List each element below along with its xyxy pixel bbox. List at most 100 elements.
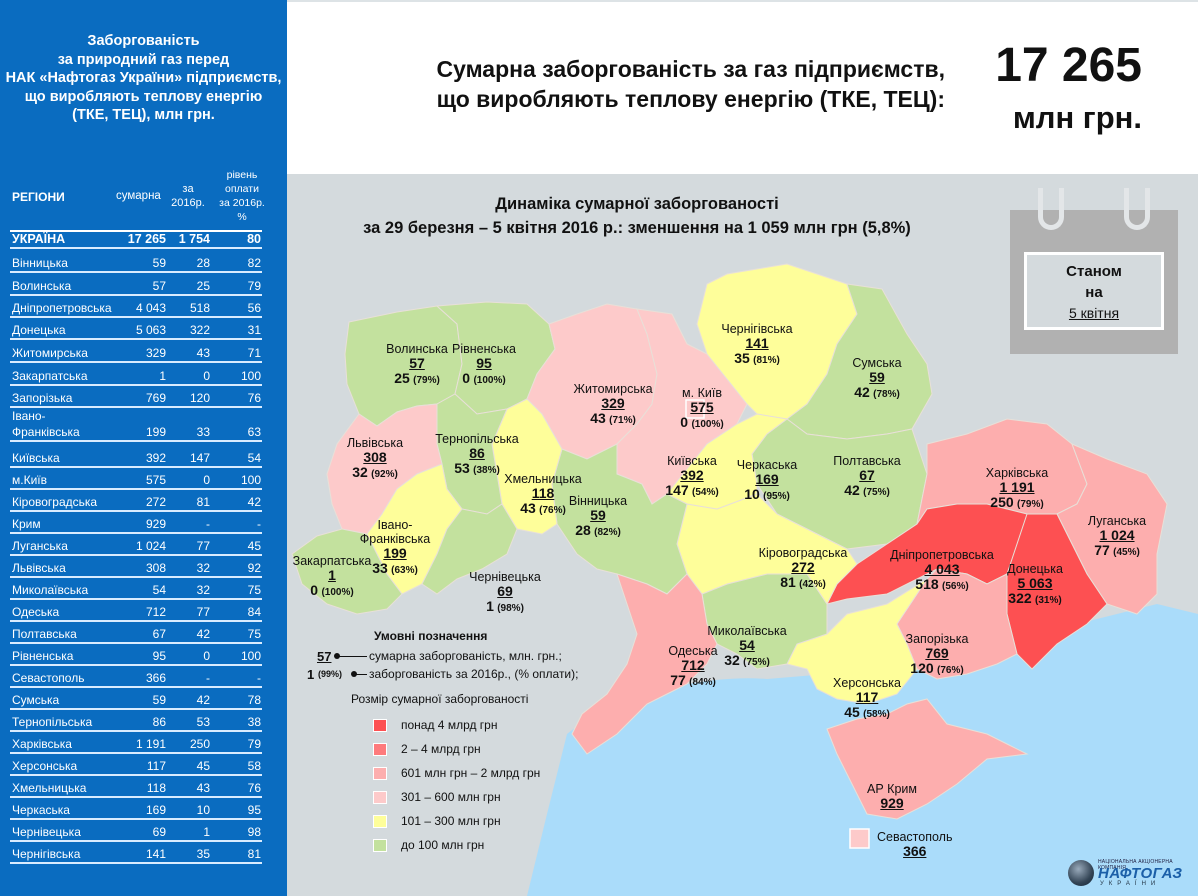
map-title: Динаміка сумарної заборгованості за 29 б… <box>287 192 987 240</box>
cell-total: 4 043 <box>135 301 166 315</box>
table-row: Тернопільська 86 53 38 <box>10 714 262 732</box>
table-row: Чернівецька 69 1 98 <box>10 824 262 842</box>
region-2016-debt: 250 <box>990 494 1014 510</box>
logo-brand-b: ГАЗ <box>1152 865 1183 882</box>
region-2016-debt: 120 <box>910 660 934 676</box>
cell-name: Чернівецька <box>12 825 81 839</box>
region-payment-pct: (82%) <box>594 527 621 538</box>
cell-2016: 35 <box>196 847 210 861</box>
region-payment-pct: (58%) <box>863 709 890 720</box>
table-row-total: УКРАЇНА 17 265 1 754 80 <box>10 232 262 249</box>
region-label: Одеська 712 77 (84%) <box>668 644 717 690</box>
table-row: Дніпропетровська 4 043 518 56 <box>10 300 262 318</box>
header-text: % <box>237 211 247 223</box>
title-line: (ТКЕ, ТЕЦ), млн грн. <box>72 107 215 123</box>
cell-2016: 53 <box>196 715 210 729</box>
region-payment-pct: (100%) <box>691 419 724 430</box>
cell-2016: 518 <box>189 301 210 315</box>
cell-total: 57 <box>152 279 166 293</box>
cell-pct: - <box>257 671 261 685</box>
region-name: Донецька <box>1007 562 1063 576</box>
table-row: Рівненська 95 0 100 <box>10 648 262 666</box>
map-area: Динаміка сумарної заборгованості за 29 б… <box>287 174 1198 896</box>
column-header-region: РЕГІОНИ <box>12 190 65 204</box>
cell-total: 272 <box>145 495 166 509</box>
cell-2016: 77 <box>196 605 210 619</box>
cell-total: 929 <box>145 517 166 531</box>
region-total-debt: 366 <box>903 843 927 859</box>
region-label: Хмельницька 118 43 (76%) <box>504 472 582 518</box>
region-vinnytsia <box>551 443 688 595</box>
column-header-2016: за 2016р. <box>170 182 206 210</box>
header-text: рівень <box>226 169 258 181</box>
region-payment-pct: (75%) <box>743 657 770 668</box>
region-name: Хмельницька <box>504 472 582 486</box>
ukraine-map <box>291 263 1198 896</box>
calendar-body: Станом на 5 квітня <box>1024 252 1164 330</box>
region-crimea <box>826 698 1029 820</box>
cell-total: 5 063 <box>135 323 166 337</box>
cell-total: 95 <box>152 649 166 663</box>
region-payment-pct: (81%) <box>753 355 780 366</box>
table-row: Луганська 1 024 77 45 <box>10 538 262 556</box>
cell-pct: 79 <box>247 279 261 293</box>
region-2016-debt: 77 <box>670 672 686 688</box>
legend-label: понад 4 млрд грн <box>401 718 498 732</box>
region-total-debt: 4 043 <box>924 561 960 577</box>
region-label: Черкаська 169 10 (95%) <box>737 458 797 504</box>
table-row: Севастополь 366 - - <box>10 670 262 688</box>
cell-2016: 32 <box>196 561 210 575</box>
cell-2016: 1 754 <box>178 232 210 246</box>
region-total-debt: 392 <box>680 467 704 483</box>
naftogaz-logo: НАЦІОНАЛЬНА АКЦІОНЕРНА КОМПАНІЯ НАФТОГАЗ… <box>1068 856 1188 890</box>
cell-total: 199 <box>145 425 166 439</box>
region-2016-debt: 147 <box>665 482 689 498</box>
region-2016-debt: 81 <box>780 574 796 590</box>
cell-pct: 75 <box>247 627 261 641</box>
cell-2016: 32 <box>196 583 210 597</box>
cell-total: 17 265 <box>127 232 166 246</box>
cell-total: 392 <box>145 451 166 465</box>
sevastopol-marker <box>849 828 870 849</box>
cell-2016: 10 <box>196 803 210 817</box>
title-line: за природний газ перед <box>57 51 230 68</box>
cell-2016: 28 <box>196 256 210 270</box>
region-payment-pct: (79%) <box>1017 499 1044 510</box>
leader-dot-icon <box>351 671 357 677</box>
cell-name: Чернігівська <box>12 847 81 861</box>
table-header: РЕГІОНИ сумарна за 2016р. рівень оплати за … <box>10 166 265 232</box>
region-payment-pct: (45%) <box>1113 547 1140 558</box>
title-line: за 29 березня – 5 квітня 2016 р.: зменше… <box>363 219 911 237</box>
table-row: Чернігівська 141 35 81 <box>10 846 262 864</box>
region-name: Сумська <box>852 356 902 370</box>
left-panel-title: Заборгованість за природний газ перед НА… <box>0 32 287 125</box>
cell-2016: 1 <box>203 825 210 839</box>
region-label: Рівненська 95 0 (100%) <box>452 342 516 388</box>
leader-line <box>335 656 367 657</box>
region-label: Полтавська 67 42 (75%) <box>833 454 900 500</box>
table-row: м.Київ 575 0 100 <box>10 472 262 490</box>
cell-name: Сумська <box>12 693 60 707</box>
legend-label: до 100 млн грн <box>401 838 485 852</box>
region-payment-pct: (78%) <box>873 389 900 400</box>
region-chernivtsi <box>421 503 518 595</box>
region-name: Херсонська <box>833 676 901 690</box>
cell-total: 118 <box>146 781 166 795</box>
region-total-debt: 1 191 <box>999 479 1035 495</box>
cell-total: 1 <box>159 369 166 383</box>
cell-name: Миколаївська <box>12 583 89 597</box>
logo-globe-icon <box>1068 860 1094 886</box>
region-2016-debt: 45 <box>844 704 860 720</box>
region-payment-pct: (71%) <box>609 415 636 426</box>
calendar-text: на <box>1085 284 1103 301</box>
region-2016-debt: 28 <box>575 522 591 538</box>
region-total-debt: 272 <box>791 559 815 575</box>
cell-pct: 80 <box>247 232 261 246</box>
cell-name: Тернопільська <box>12 715 93 729</box>
region-payment-pct: (42%) <box>799 579 826 590</box>
region-label: Миколаївська 54 32 (75%) <box>707 624 786 670</box>
region-label: Луганська 1 024 77 (45%) <box>1088 514 1146 560</box>
cell-2016: 33 <box>196 425 210 439</box>
table-row: Запорізька 769 120 76 <box>10 390 262 408</box>
region-total-debt: 67 <box>859 467 875 483</box>
